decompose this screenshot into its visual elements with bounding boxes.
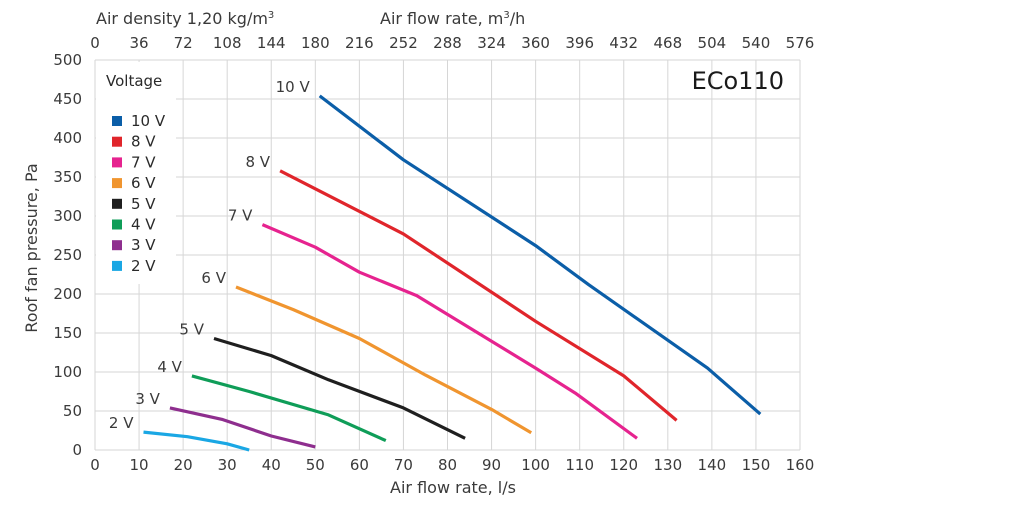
top-tick-label: 252 xyxy=(389,34,418,52)
y-tick-label: 150 xyxy=(53,324,82,342)
series-line-10v xyxy=(318,94,762,416)
y-axis-title: Roof fan pressure, Pa xyxy=(22,163,41,332)
legend-swatch xyxy=(112,116,122,126)
x-tick-label: 70 xyxy=(394,456,413,474)
y-tick-label: 500 xyxy=(53,51,82,69)
x-tick-label: 50 xyxy=(306,456,325,474)
series-lines: 10 V8 V7 V6 V5 V4 V3 V2 V xyxy=(109,78,762,452)
series-line-5v xyxy=(213,336,466,440)
series-line-7v xyxy=(261,223,638,440)
legend: Voltage 10 V 8 V 7 V 6 V 5 V 4 V 3 V 2 V xyxy=(96,62,176,284)
series-label-4v: 4 V xyxy=(157,358,182,376)
series-label-3v: 3 V xyxy=(135,390,160,408)
legend-swatch xyxy=(112,157,122,168)
series-label-7v: 7 V xyxy=(228,207,253,225)
legend-box xyxy=(96,62,176,284)
legend-swatch xyxy=(112,136,122,147)
chart-title: ECo110 xyxy=(692,67,784,95)
top-tick-label: 180 xyxy=(301,34,330,52)
top-tick-label: 468 xyxy=(653,34,682,52)
x-tick-label: 150 xyxy=(742,456,771,474)
series-line-2v xyxy=(143,430,250,452)
top-tick-label: 324 xyxy=(477,34,506,52)
x-tick-label: 10 xyxy=(130,456,149,474)
x-tick-label: 110 xyxy=(565,456,594,474)
legend-swatch xyxy=(112,178,122,189)
top-tick-label: 432 xyxy=(609,34,638,52)
top-tick-label: 36 xyxy=(130,34,149,52)
y-tick-label: 400 xyxy=(53,129,82,147)
legend-swatch xyxy=(112,240,122,251)
series-label-5v: 5 V xyxy=(179,320,204,338)
series-label-10v: 10 V xyxy=(276,78,311,96)
top-tick-label: 216 xyxy=(345,34,374,52)
top-tick-label: 360 xyxy=(521,34,550,52)
legend-item-label: 7 V xyxy=(131,153,156,171)
y-tick-label: 0 xyxy=(72,441,82,459)
x-tick-label: 30 xyxy=(218,456,237,474)
top-tick-label: 540 xyxy=(742,34,771,52)
y-tick-label: 250 xyxy=(53,246,82,264)
x-tick-label: 20 xyxy=(174,456,193,474)
x-tick-label: 80 xyxy=(438,456,457,474)
top-tick-label: 144 xyxy=(257,34,286,52)
series-line-3v xyxy=(169,406,316,449)
y-tick-label: 350 xyxy=(53,168,82,186)
series-label-6v: 6 V xyxy=(201,269,226,287)
series-label-8v: 8 V xyxy=(245,153,270,171)
x-tick-label: 100 xyxy=(521,456,550,474)
legend-item-label: 4 V xyxy=(131,216,156,234)
legend-item-label: 5 V xyxy=(131,195,156,213)
x-tick-label: 40 xyxy=(262,456,281,474)
x-tick-label: 160 xyxy=(786,456,815,474)
y-tick-label: 50 xyxy=(63,402,82,420)
x-tick-label: 120 xyxy=(609,456,638,474)
y-tick-label: 300 xyxy=(53,207,82,225)
top-tick-label: 288 xyxy=(433,34,462,52)
grid xyxy=(94,59,801,451)
legend-item-label: 6 V xyxy=(131,174,156,192)
legend-item-label: 2 V xyxy=(131,257,156,275)
axes: 0 10 20 30 40 50 60 70 80 90 100 110 120 130 140 150 160… xyxy=(53,34,814,474)
y-tick-label: 200 xyxy=(53,285,82,303)
top-tick-label: 0 xyxy=(90,34,100,52)
legend-swatch xyxy=(112,219,122,230)
x-tick-label: 90 xyxy=(482,456,501,474)
x-tick-label: 140 xyxy=(698,456,727,474)
x-axis-title: Air flow rate, l/s xyxy=(390,478,516,497)
y-tick-label: 100 xyxy=(53,363,82,381)
series-line-8v xyxy=(279,169,678,422)
top-tick-label: 72 xyxy=(174,34,193,52)
series-line-6v xyxy=(235,285,533,435)
legend-title: Voltage xyxy=(106,72,162,90)
top-axis-density-label: Air density 1,20 kg/m3 xyxy=(96,9,274,28)
x-tick-label: 60 xyxy=(350,456,369,474)
series-line-4v xyxy=(191,374,387,443)
x-tick-label: 0 xyxy=(90,456,100,474)
legend-swatch xyxy=(112,198,122,209)
legend-item-label: 8 V xyxy=(131,133,156,151)
top-tick-label: 396 xyxy=(565,34,594,52)
series-label-2v: 2 V xyxy=(109,414,134,432)
top-tick-label: 108 xyxy=(213,34,242,52)
top-axis-flow-label: Air flow rate, m3/h xyxy=(380,9,525,28)
top-tick-label: 504 xyxy=(698,34,727,52)
legend-item-label: 10 V xyxy=(131,112,166,130)
legend-item-label: 3 V xyxy=(131,236,156,254)
y-tick-label: 450 xyxy=(53,90,82,108)
legend-swatch xyxy=(112,260,122,271)
top-tick-label: 576 xyxy=(786,34,815,52)
x-tick-label: 130 xyxy=(653,456,682,474)
